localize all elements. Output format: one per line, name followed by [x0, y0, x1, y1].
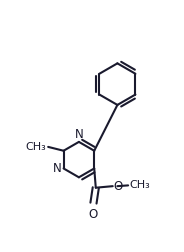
- Text: CH₃: CH₃: [26, 142, 47, 152]
- Text: N: N: [75, 128, 83, 141]
- Text: CH₃: CH₃: [129, 180, 150, 191]
- Text: O: O: [114, 180, 123, 193]
- Text: N: N: [53, 162, 62, 175]
- Text: O: O: [89, 208, 98, 222]
